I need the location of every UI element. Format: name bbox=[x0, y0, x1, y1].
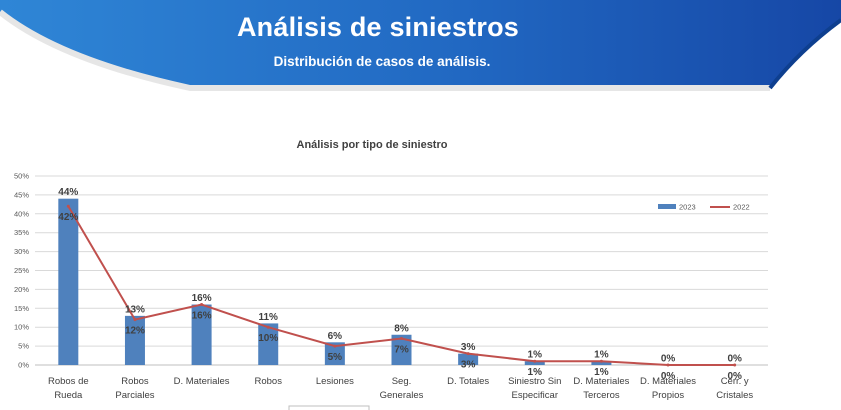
line-data-label: 12% bbox=[125, 326, 145, 337]
legend-swatch-2023 bbox=[658, 204, 676, 209]
bar bbox=[591, 361, 612, 365]
bar bbox=[58, 198, 79, 365]
page-subtitle: Distribución de casos de análisis. bbox=[273, 54, 491, 69]
line-data-label: 5% bbox=[328, 352, 343, 363]
bar-data-label: 44% bbox=[58, 187, 78, 198]
page-title: Análisis de siniestros bbox=[236, 12, 519, 42]
chart-title: Análisis por tipo de siniestro bbox=[297, 139, 448, 151]
line-data-label: 1% bbox=[594, 367, 609, 378]
bar bbox=[324, 342, 345, 365]
legend-label-2023: 2023 bbox=[679, 203, 696, 212]
line-data-label: 0% bbox=[727, 371, 742, 382]
line-point bbox=[466, 352, 470, 356]
x-tick-label: Generales bbox=[380, 390, 424, 401]
legend: 2023 2022 bbox=[658, 203, 750, 212]
line-data-label: 1% bbox=[528, 367, 543, 378]
x-tick-label: D. Materiales bbox=[640, 376, 696, 387]
x-tick-label: Cerr. y bbox=[721, 376, 749, 387]
bar-data-label: 1% bbox=[594, 350, 609, 361]
legend-label-2022: 2022 bbox=[733, 203, 750, 212]
x-tick-label: Especificar bbox=[512, 390, 558, 401]
line-series-2022 bbox=[66, 204, 737, 367]
gridlines bbox=[35, 175, 768, 366]
x-tick-label: D. Totales bbox=[447, 376, 489, 387]
line-point bbox=[66, 204, 70, 208]
x-tick-label: Rueda bbox=[54, 390, 83, 401]
line-data-label: 7% bbox=[394, 345, 409, 356]
y-tick-label: 10% bbox=[14, 323, 29, 332]
scrollbar-stub[interactable] bbox=[288, 405, 370, 410]
x-tick-label: Siniestro Sin bbox=[508, 376, 561, 387]
line-point bbox=[400, 337, 403, 341]
line-data-label: 0% bbox=[661, 371, 676, 382]
y-tick-label: 30% bbox=[14, 247, 29, 256]
line-point bbox=[333, 344, 337, 348]
y-axis-ticks: 0% 5% 10% 15% 20% 25% 30% 35% 40% 45% 50% bbox=[14, 172, 29, 370]
y-tick-label: 15% bbox=[14, 304, 29, 313]
bar bbox=[124, 315, 145, 365]
line-data-label: 3% bbox=[461, 360, 476, 371]
bar bbox=[258, 323, 279, 365]
x-tick-label: Propios bbox=[652, 390, 684, 401]
data-labels: 44% 13% 16% 11% 6% 8% 3% 1% 1% 0% 0% 42% 12% 16% 10% 5%… bbox=[58, 187, 742, 382]
bar bbox=[458, 353, 479, 365]
y-tick-label: 35% bbox=[14, 228, 29, 237]
x-tick-label: Robos de bbox=[48, 376, 89, 387]
x-tick-label: Terceros bbox=[583, 390, 620, 401]
x-tick-label: Robos bbox=[121, 376, 149, 387]
line-data-label: 42% bbox=[58, 212, 78, 223]
x-tick-label: Cristales bbox=[716, 390, 753, 401]
line-point bbox=[133, 318, 137, 322]
x-axis-labels: Robos de Rueda Robos Parciales D. Materiales… bbox=[48, 376, 753, 401]
x-tick-label: Parciales bbox=[115, 390, 154, 401]
line-point bbox=[266, 325, 270, 329]
x-tick-label: Seg. bbox=[392, 376, 412, 387]
bar bbox=[391, 334, 412, 365]
line-point bbox=[599, 359, 603, 363]
header-banner bbox=[0, 0, 841, 91]
y-tick-label: 45% bbox=[14, 190, 29, 199]
line-point bbox=[666, 363, 670, 367]
y-tick-label: 0% bbox=[18, 361, 29, 370]
x-tick-label: Lesiones bbox=[316, 376, 354, 387]
bar-data-label: 8% bbox=[394, 323, 409, 334]
line-data-label: 16% bbox=[192, 311, 212, 322]
y-tick-label: 5% bbox=[18, 342, 29, 351]
x-tick-label: D. Materiales bbox=[573, 376, 629, 387]
bar-series-2023 bbox=[58, 198, 612, 365]
line-point bbox=[533, 359, 537, 363]
bar bbox=[524, 361, 545, 365]
bar-data-label: 1% bbox=[528, 350, 543, 361]
x-tick-label: D. Materiales bbox=[174, 376, 230, 387]
line-point bbox=[200, 303, 204, 307]
y-tick-label: 50% bbox=[14, 172, 29, 181]
line-point bbox=[733, 363, 737, 367]
bar-data-label: 16% bbox=[192, 293, 212, 304]
bar-data-label: 13% bbox=[125, 304, 145, 315]
y-tick-label: 25% bbox=[14, 266, 29, 275]
bar-data-label: 6% bbox=[328, 331, 343, 342]
bar-data-label: 3% bbox=[461, 342, 476, 353]
y-tick-label: 20% bbox=[14, 285, 29, 294]
x-tick-label: Robos bbox=[254, 376, 282, 387]
bar-data-label: 0% bbox=[727, 354, 742, 365]
bar-data-label: 11% bbox=[258, 312, 278, 323]
line-data-label: 10% bbox=[258, 333, 278, 344]
y-tick-label: 40% bbox=[14, 209, 29, 218]
bar-data-label: 0% bbox=[661, 354, 676, 365]
bar bbox=[191, 304, 212, 365]
